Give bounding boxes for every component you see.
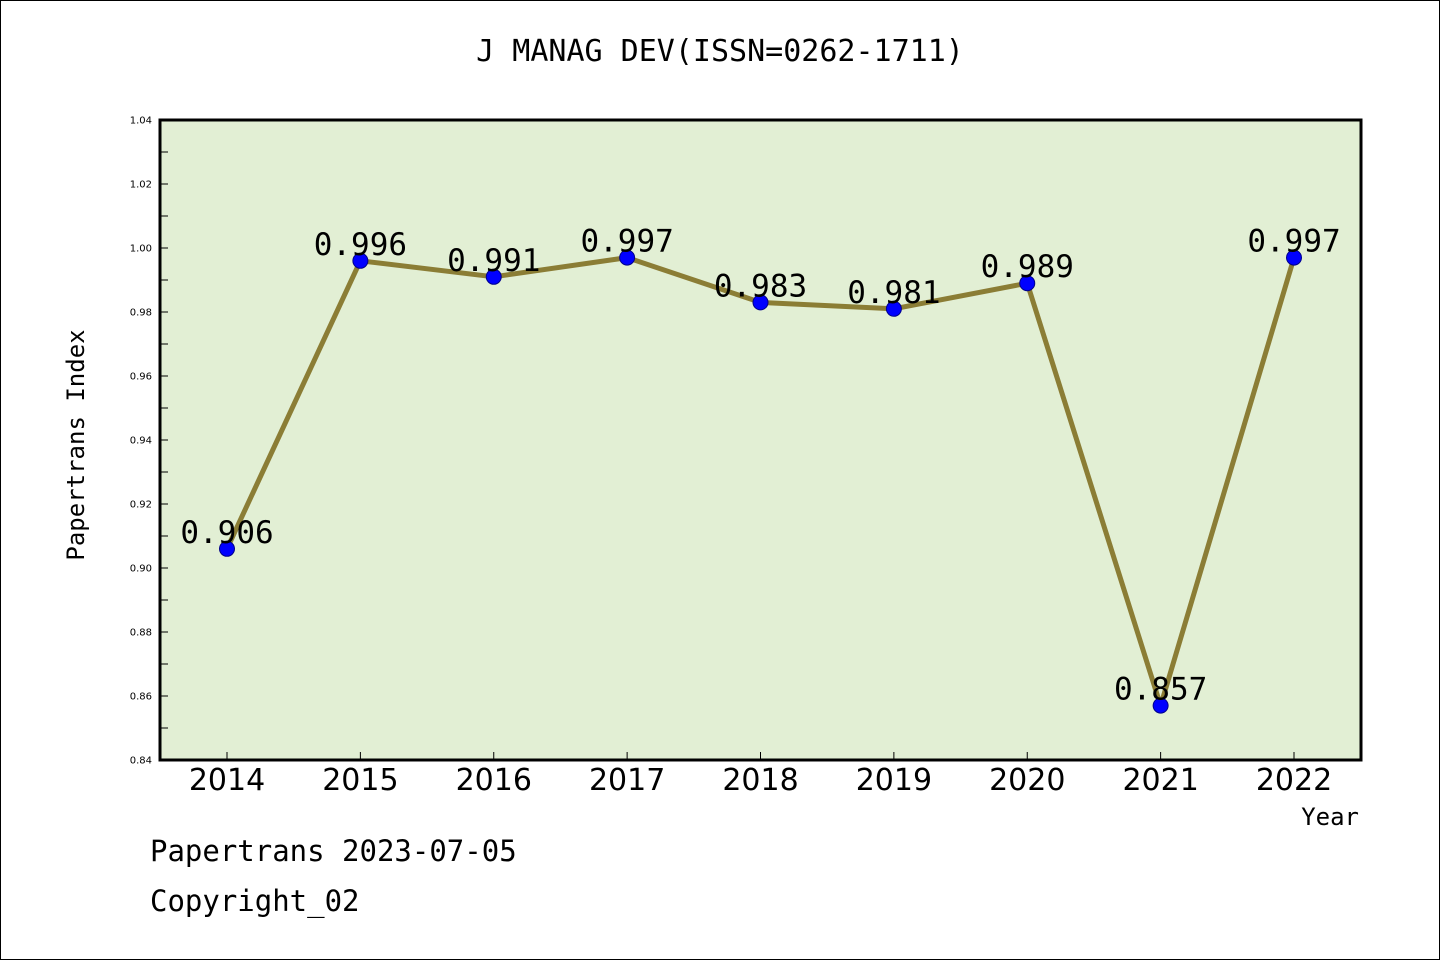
data-label: 0.989 <box>981 249 1074 285</box>
y-tick-label: 0.90 <box>130 564 152 575</box>
series-line <box>219 249 1302 714</box>
x-tick-label: 2015 <box>322 763 398 798</box>
y-tick-label: 0.96 <box>130 372 152 383</box>
x-tick-label: 2016 <box>456 763 532 798</box>
data-point <box>485 268 502 285</box>
x-tick-label: 2014 <box>189 763 265 798</box>
data-point <box>619 249 636 266</box>
data-label: 0.997 <box>1247 224 1340 260</box>
y-tick-label: 0.86 <box>130 692 152 703</box>
y-tick-label: 0.94 <box>130 436 152 447</box>
data-label: 0.991 <box>447 243 540 279</box>
x-axis: 2014 2015 2016 2017 2018 2019 2020 2021 2022 <box>189 752 1332 798</box>
footer-source: Papertrans 2023-07-05 <box>150 834 517 868</box>
x-tick-label: 2022 <box>1256 763 1332 798</box>
y-axis-label: Papertrans Index <box>62 329 90 560</box>
y-tick-label: 0.88 <box>130 628 152 639</box>
data-label: 0.906 <box>180 515 273 551</box>
y-tick-label: 0.92 <box>130 500 152 511</box>
x-tick-label: 2021 <box>1122 763 1198 798</box>
data-point <box>1286 249 1302 266</box>
data-point <box>352 252 369 269</box>
data-point <box>219 540 235 557</box>
y-tick-label: 0.98 <box>130 308 152 319</box>
plot-area <box>158 118 1363 762</box>
data-point <box>885 300 902 317</box>
data-point <box>1152 697 1169 714</box>
x-tick-label: 2020 <box>989 763 1065 798</box>
x-tick-label: 2018 <box>722 763 798 798</box>
y-tick-label: 0.84 <box>130 756 152 767</box>
data-point <box>752 294 769 311</box>
data-label: 0.997 <box>580 224 673 260</box>
data-labels: 0.906 0.996 0.991 0.997 0.983 0.981 0.989 0.857… <box>180 224 1340 708</box>
x-tick-label: 2017 <box>589 763 665 798</box>
data-label: 0.857 <box>1114 672 1207 708</box>
footer-copyright: Copyright_02 <box>150 884 360 918</box>
y-tick-label: 1.02 <box>130 180 152 191</box>
data-label: 0.983 <box>714 268 807 304</box>
x-tick-label: 2019 <box>856 763 932 798</box>
y-tick-label: 1.04 <box>130 116 152 127</box>
y-tick-label: 1.00 <box>130 244 152 255</box>
data-label: 0.981 <box>847 275 940 311</box>
data-label: 0.996 <box>314 227 407 263</box>
data-point <box>1019 275 1036 292</box>
x-axis-label: Year <box>1301 803 1359 831</box>
chart-title: J MANAG DEV(ISSN=0262-1711) <box>476 34 964 69</box>
y-axis: 0.84 0.86 0.88 0.90 0.92 0.94 0.96 0.98 1.00 1.02… <box>130 116 168 767</box>
